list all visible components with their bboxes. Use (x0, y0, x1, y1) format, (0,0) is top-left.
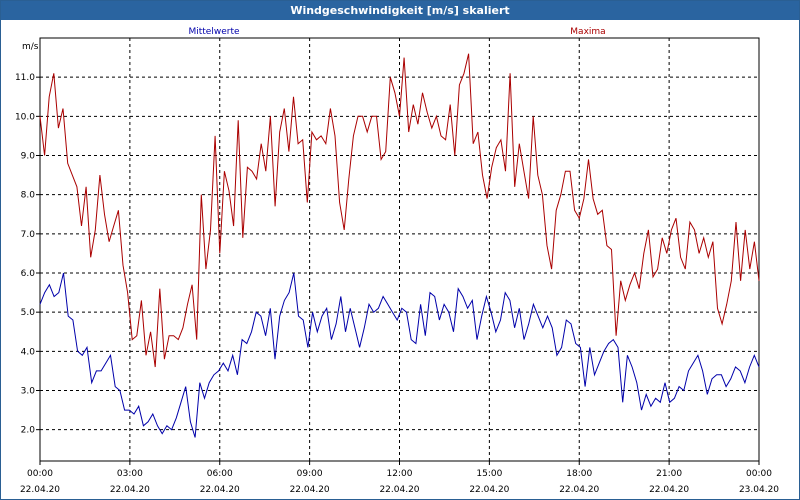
y-tick-label: 9.0 (21, 152, 36, 162)
x-tick-time: 06:00 (207, 469, 233, 479)
x-tick-date: 22.04.20 (469, 485, 509, 495)
y-tick-label: 4.0 (21, 347, 36, 357)
y-tick-label: 6.0 (21, 269, 36, 279)
legend-mittelwerte: Mittelwerte (188, 27, 239, 37)
y-axis: 2.0 3.0 4.0 5.0 6.0 7.0 8.0 9.0 10.0 11.0 (15, 73, 40, 436)
x-tick-date: 22.04.20 (379, 485, 419, 495)
x-tick-date: 22.04.20 (290, 485, 330, 495)
series-line-maxima (39, 53, 760, 368)
x-tick-time: 00:00 (27, 469, 53, 479)
grid-lines (40, 38, 759, 461)
data-series (39, 53, 760, 438)
x-tick-time: 03:00 (117, 469, 143, 479)
x-tick-date: 23.04.20 (739, 485, 779, 495)
x-tick-date: 22.04.20 (649, 485, 689, 495)
x-tick-time: 12:00 (387, 469, 413, 479)
y-axis-label: m/s (22, 42, 39, 52)
y-tick-label: 11.0 (15, 73, 35, 83)
series-line-mittelwerte (39, 272, 760, 438)
x-tick-time: 21:00 (656, 469, 682, 479)
x-tick-date: 22.04.20 (20, 485, 60, 495)
y-tick-label: 8.0 (21, 191, 36, 201)
y-tick-label: 5.0 (21, 308, 36, 318)
x-tick-date: 22.04.20 (200, 485, 240, 495)
x-tick-time: 00:00 (746, 469, 772, 479)
x-tick-date: 22.04.20 (110, 485, 150, 495)
x-tick-date: 22.04.20 (559, 485, 599, 495)
x-tick-time: 09:00 (297, 469, 323, 479)
y-tick-label: 2.0 (21, 426, 36, 436)
x-tick-time: 15:00 (476, 469, 502, 479)
x-axis: 00:00 22.04.20 03:00 22.04.20 06:00 22.04.20 0… (20, 461, 779, 495)
chart-title: Windgeschwindigkeit [m/s] skaliert (1, 1, 799, 20)
y-tick-label: 3.0 (21, 387, 36, 397)
x-tick-time: 18:00 (566, 469, 592, 479)
y-tick-label: 7.0 (21, 230, 36, 240)
legend-maxima: Maxima (570, 27, 605, 37)
y-tick-label: 10.0 (15, 112, 35, 122)
